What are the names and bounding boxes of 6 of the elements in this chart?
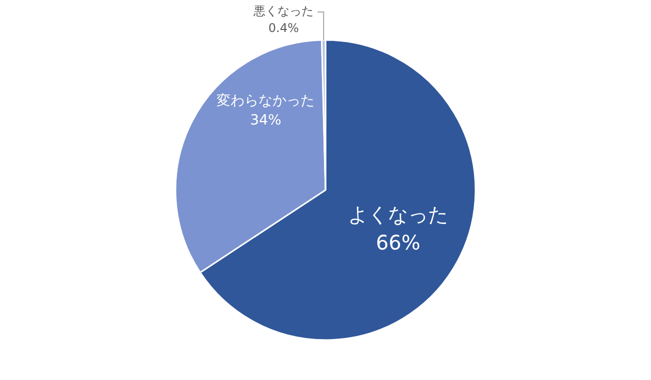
- data-label: 34%: [250, 112, 282, 128]
- slice-label: 変わらなかった: [216, 92, 315, 109]
- slice-label: よくなった: [348, 202, 448, 226]
- data-label: 0.4%: [268, 21, 299, 36]
- slice-label: 悪くなった: [252, 4, 314, 18]
- data-label: 66%: [376, 230, 420, 254]
